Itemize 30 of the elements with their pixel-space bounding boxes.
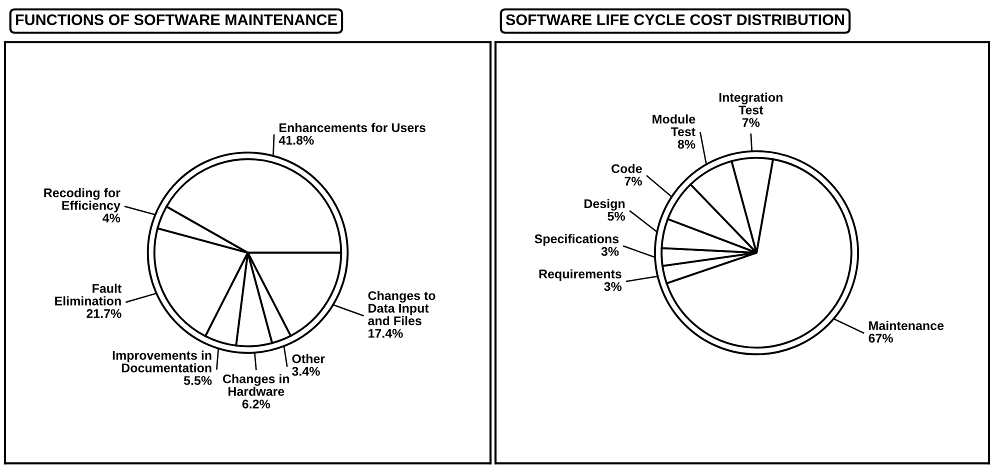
data-label: 3.4% xyxy=(292,366,320,376)
slice-label: Integration Test xyxy=(719,92,782,114)
data-label: 7% xyxy=(742,118,760,127)
data-label: 6.2% xyxy=(242,400,270,408)
data-label: 3% xyxy=(601,246,619,256)
data-label: 21.7% xyxy=(86,309,122,318)
data-label: 41.8% xyxy=(278,136,314,145)
data-label: 17.4% xyxy=(368,328,403,338)
slice-label: Specifications xyxy=(534,234,619,246)
slice-label: Requirements xyxy=(539,269,622,281)
slice-label: Code xyxy=(612,164,642,174)
slice-label: Recoding for Efficiency xyxy=(44,188,120,212)
data-label: 8% xyxy=(678,140,696,149)
slice-label: Design xyxy=(584,198,625,211)
data-label: 7% xyxy=(624,176,642,186)
data-label: 4% xyxy=(102,214,120,222)
slice-label: Changes to Data Input and Files xyxy=(368,290,436,326)
slice-label: Changes in Hardware xyxy=(222,374,290,396)
data-label: 5% xyxy=(608,212,626,221)
data-label: 67% xyxy=(868,334,893,343)
slice-label: Improvements in Documentation xyxy=(112,350,212,372)
slice-label: Enhancements for Users xyxy=(280,122,426,132)
chart-title: FUNCTIONS OF SOFTWARE MAINTENANCE xyxy=(16,14,337,26)
slice-label: Module Test xyxy=(652,114,696,136)
data-label: 3% xyxy=(604,282,622,291)
data-label: 5.5% xyxy=(184,376,212,385)
slice-label: Maintenance xyxy=(869,320,944,330)
slice-label: Fault Elimination xyxy=(55,284,122,306)
slice-label: Other xyxy=(292,354,325,364)
chart-title: SOFTWARE LIFE CYCLE COST DISTRIBUTION xyxy=(506,14,844,26)
